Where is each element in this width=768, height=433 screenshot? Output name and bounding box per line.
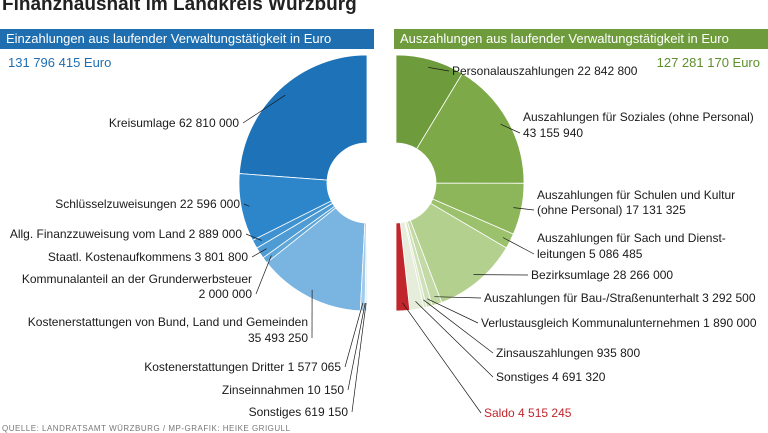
income-kommunalanteil-an-der-grunderwerbsteuer-leader [256,256,271,295]
income-kreisumlage-slice [239,55,367,180]
expense-auszahlungen-f-r-sach-und-dienstleitungen-label: leitungen 5 086 485 [537,247,643,261]
income-allg-finanzzuweisung-vom-land-label: Allg. Finanzzuweisung vom Land 2 889 000 [10,227,242,241]
income-staatl-kostenaufkommens-label: Staatl. Kostenaufkommens 3 801 800 [48,250,248,264]
expense-personalauszahlungen-label: Personalauszahlungen 22 842 800 [452,64,638,78]
income-zinseinnahmen-label: Zinseinnahmen 10 150 [222,383,344,397]
expense-sonstiges-label: Sonstiges 4 691 320 [496,370,606,384]
expense-auszahlungen-f-r-soziales-ohne-personal-label: Auszahlungen für Soziales (ohne Personal… [523,110,754,124]
expense-auszahlungen-f-r-bau-stra-enunterhalt-label: Auszahlungen für Bau-/Straßenunterhalt 3… [484,291,756,305]
expense-saldo-leader [403,303,482,413]
income-kommunalanteil-an-der-grunderwerbsteuer-label: 2 000 000 [199,287,253,301]
income-kommunalanteil-an-der-grunderwerbsteuer-label: Kommunalanteil an der Grunderwerbsteuer [22,272,252,286]
expense-auszahlungen-f-r-sach-und-dienstleitungen-label: Auszahlungen für Sach und Dienst- [537,231,726,245]
expense-saldo-label: Saldo 4 515 245 [484,406,572,420]
income-kostenerstattungen-dritter-label: Kostenerstattungen Dritter 1 577 065 [144,360,341,374]
expense-auszahlungen-f-r-schulen-und-kultur-ohne-personal-label: Auszahlungen für Schulen und Kultur [537,188,735,202]
income-sonstiges-label: Sonstiges 619 150 [249,405,349,419]
income-schl-sselzuweisungen-label: Schlüsselzuweisungen 22 596 000 [55,197,240,211]
income-kostenerstattungen-von-bund-land-und-gemeinden-label: 35 493 250 [248,331,308,345]
expense-verlustausgleich-kommunalunternehmen-leader [427,299,478,323]
income-kostenerstattungen-von-bund-land-und-gemeinden-label: Kostenerstattungen von Bund, Land und Ge… [28,315,308,329]
expense-auszahlungen-f-r-schulen-und-kultur-ohne-personal-label: (ohne Personal) 17 131 325 [537,203,686,217]
expense-verlustausgleich-kommunalunternehmen-label: Verlustausgleich Kommunalunternehmen 1 8… [481,316,757,330]
expense-bezirksumlage-label: Bezirksumlage 28 266 000 [531,268,673,282]
expense-zinsauszahlungen-label: Zinsauszahlungen 935 800 [496,346,640,360]
expense-sonstiges-leader [416,301,494,377]
income-kostenerstattungen-dritter-leader [345,303,363,367]
income-kreisumlage-label: Kreisumlage 62 810 000 [109,116,239,130]
expense-auszahlungen-f-r-soziales-ohne-personal-label: 43 155 940 [523,126,583,140]
